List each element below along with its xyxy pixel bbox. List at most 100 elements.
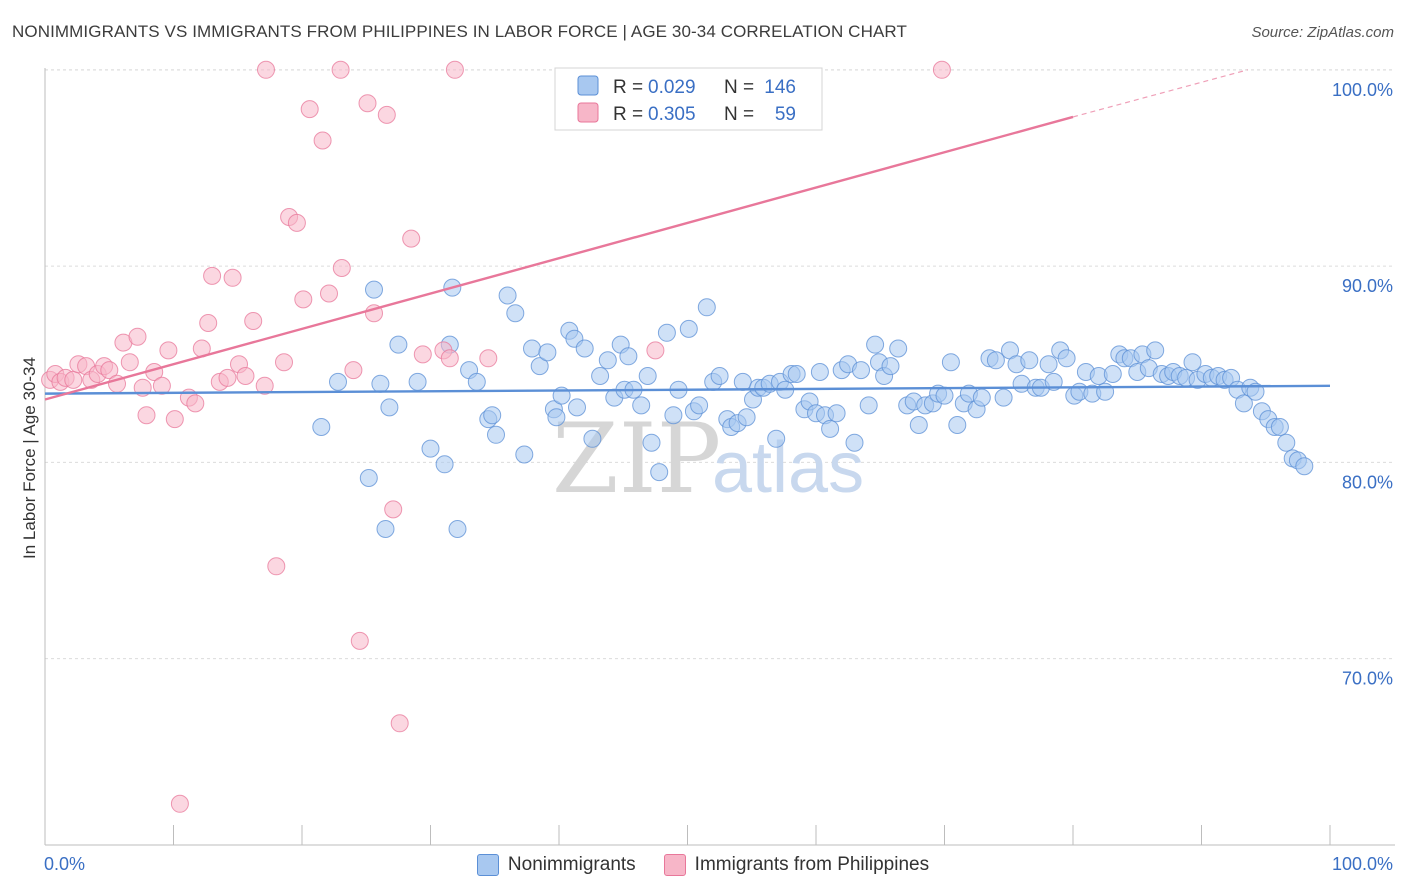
nonimmigrants-point	[568, 398, 586, 417]
legend-r-label: R =	[613, 77, 643, 98]
nonimmigrants-point	[1044, 372, 1063, 391]
nonimmigrants-point	[986, 351, 1005, 370]
nonimmigrants-point	[642, 433, 661, 452]
legend-label: Nonimmigrants	[507, 854, 636, 875]
nonimmigrants-point	[506, 304, 525, 323]
y-tick-label: 100.0%	[1332, 80, 1393, 100]
legend-swatch	[476, 854, 499, 876]
nonimmigrants-point	[710, 367, 729, 385]
series-legend: Nonimmigrants Immigrants from Philippine…	[0, 852, 1406, 878]
philippines-point	[320, 284, 338, 303]
philippines-point	[350, 631, 369, 650]
philippines-point	[300, 100, 319, 119]
nonimmigrants-point	[619, 347, 638, 366]
nonimmigrants-point	[575, 339, 594, 358]
nonimmigrants-point	[435, 455, 454, 474]
nonimmigrants-point	[638, 367, 657, 385]
philippines-point	[390, 714, 409, 733]
philippines-point	[236, 367, 255, 385]
nonimmigrants-point	[389, 335, 408, 354]
watermark-atlas: atlas	[712, 428, 864, 508]
nonimmigrants-point	[737, 408, 756, 427]
stats-legend: R = 0.029 N = 146 R = 0.305 N = 59	[554, 67, 823, 131]
nonimmigrants-point	[787, 365, 806, 383]
legend-swatch-philippines	[577, 102, 599, 123]
philippines-point	[152, 376, 171, 395]
nonimmigrants-point	[448, 520, 467, 538]
nonimmigrants-point	[690, 396, 709, 415]
nonimmigrants-point	[1146, 341, 1165, 360]
nonimmigrants-point	[487, 425, 505, 444]
nonimmigrants-point	[329, 372, 347, 391]
nonimmigrants-point	[994, 388, 1013, 407]
nonimmigrants-trend-line	[44, 384, 1331, 395]
nonimmigrants-point	[810, 363, 829, 381]
philippines-point	[128, 327, 147, 346]
nonimmigrants-point	[1234, 394, 1253, 413]
legend-n-label: N =	[724, 77, 754, 98]
x-tick-labels: 0.0% 100.0%	[44, 854, 1393, 874]
nonimmigrants-point	[650, 463, 669, 482]
philippines-point	[344, 361, 363, 380]
philippines-point	[267, 557, 286, 576]
nonimmigrants-point	[530, 357, 549, 376]
trend-lines	[44, 69, 1331, 401]
philippines-point	[358, 94, 377, 113]
nonimmigrants-point	[948, 416, 967, 434]
legend-r-label: R =	[613, 104, 643, 125]
nonimmigrants-point	[852, 361, 870, 380]
nonimmigrants-point	[598, 351, 617, 370]
philippines-points	[41, 60, 951, 813]
legend-r-value: 0.305	[648, 104, 696, 125]
philippines-point	[294, 290, 313, 309]
nonimmigrants-point	[697, 298, 716, 317]
legend-r-value: 0.029	[648, 77, 696, 98]
y-tick-labels: 70.0% 80.0% 90.0% 100.0%	[1332, 80, 1393, 689]
y-tick-label: 70.0%	[1342, 669, 1393, 689]
philippines-point	[332, 259, 351, 277]
nonimmigrants-point	[483, 406, 502, 425]
philippines-point	[203, 266, 222, 285]
nonimmigrants-point	[1295, 457, 1314, 476]
nonimmigrants-point	[859, 396, 878, 415]
nonimmigrants-point	[827, 404, 846, 423]
y-tick-label: 90.0%	[1342, 276, 1393, 296]
philippines-point	[646, 341, 665, 360]
nonimmigrants-point	[733, 372, 752, 391]
legend-n-value: 146	[764, 77, 796, 98]
nonimmigrants-point	[380, 398, 399, 417]
philippines-point	[199, 314, 218, 332]
nonimmigrants-point	[889, 339, 908, 358]
nonimmigrants-point	[312, 418, 331, 436]
nonimmigrants-point	[679, 319, 698, 338]
legend-swatch-nonimmigrants	[577, 75, 599, 96]
chart-title: NONIMMIGRANTS VS IMMIGRANTS FROM PHILIPP…	[12, 22, 907, 41]
philippines-point	[170, 794, 189, 813]
nonimmigrants-point	[845, 433, 864, 452]
nonimmigrants-point	[941, 353, 960, 372]
legend-label: Immigrants from Philippines	[694, 854, 930, 875]
legend-n-value: 59	[775, 104, 796, 125]
nonimmigrants-point	[371, 374, 390, 393]
nonimmigrants-point	[632, 396, 651, 415]
nonimmigrants-point	[515, 445, 534, 464]
philippines-point	[377, 105, 396, 124]
philippines-point	[257, 60, 275, 79]
philippines-point	[120, 353, 139, 372]
nonimmigrants-point	[1039, 355, 1058, 374]
philippines-point	[244, 312, 263, 330]
nonimmigrants-point	[547, 408, 566, 427]
nonimmigrants-point	[664, 406, 683, 425]
philippines-point	[287, 213, 306, 232]
nonimmigrants-point	[498, 286, 517, 305]
legend-item-nonimmigrants: Nonimmigrants	[476, 854, 636, 876]
philippines-point	[445, 60, 464, 79]
nonimmigrants-point	[767, 429, 786, 448]
nonimmigrants-point	[583, 429, 602, 448]
y-tick-label: 80.0%	[1342, 472, 1393, 492]
nonimmigrants-point	[821, 419, 840, 438]
nonimmigrants-point	[657, 323, 676, 342]
watermark-zip: ZIP	[552, 403, 721, 515]
nonimmigrants-point	[909, 416, 928, 434]
